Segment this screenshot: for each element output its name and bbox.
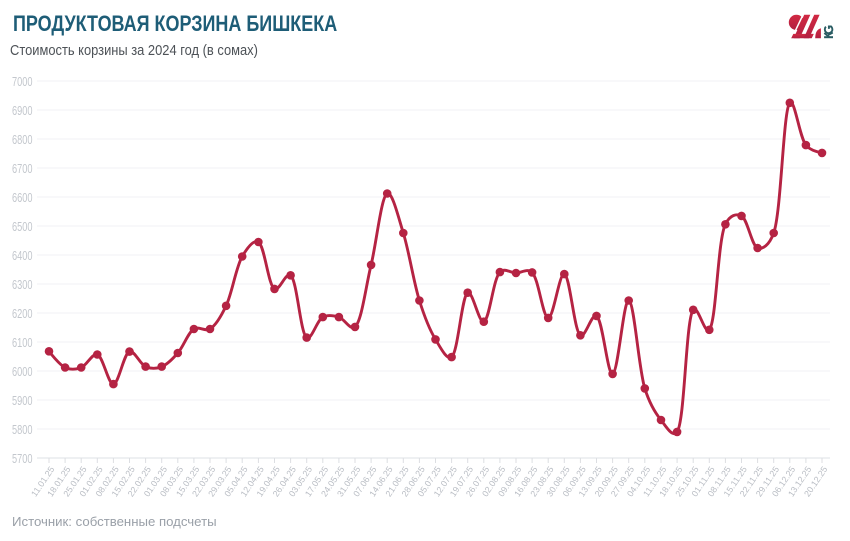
svg-text:6100: 6100: [12, 336, 33, 350]
svg-text:6400: 6400: [12, 249, 33, 263]
svg-text:6900: 6900: [12, 104, 33, 118]
svg-text:7000: 7000: [12, 75, 33, 89]
svg-text:6300: 6300: [12, 278, 33, 292]
svg-text:6500: 6500: [12, 220, 33, 234]
svg-text:5800: 5800: [12, 423, 33, 437]
svg-text:6600: 6600: [12, 191, 33, 205]
svg-text:5900: 5900: [12, 394, 33, 408]
svg-text:5700: 5700: [12, 452, 33, 466]
svg-text:6000: 6000: [12, 365, 33, 379]
svg-text:6700: 6700: [12, 162, 33, 176]
svg-text:6200: 6200: [12, 307, 33, 321]
svg-text:6800: 6800: [12, 133, 33, 147]
